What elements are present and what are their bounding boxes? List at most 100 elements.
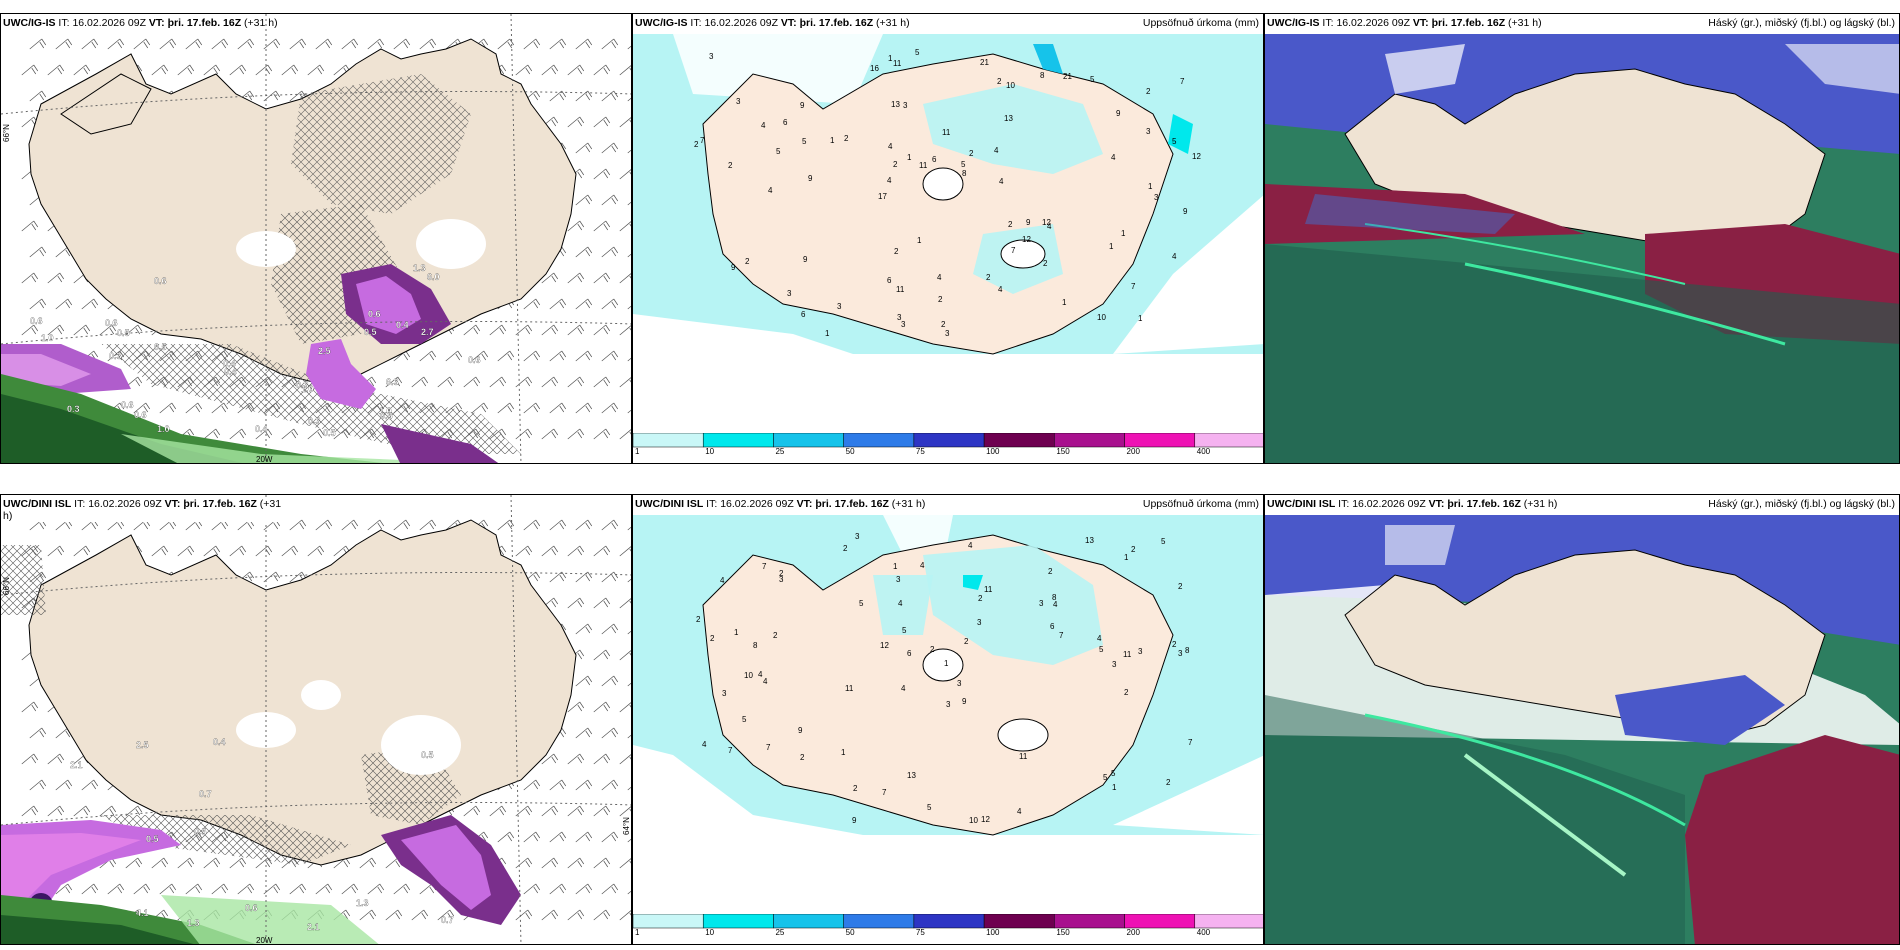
wind-barb	[133, 883, 151, 895]
wind-value-label: 0.4	[223, 359, 236, 369]
wind-barb	[593, 168, 611, 180]
colorbar-swatch	[1124, 433, 1196, 448]
wind-value-label: 2.5	[318, 346, 331, 356]
wind-barb	[515, 545, 533, 557]
wind-barb	[593, 116, 611, 128]
wind-barb	[341, 519, 359, 531]
wind-barb	[203, 545, 221, 557]
wind-barb	[619, 377, 631, 388]
wind-barb	[593, 701, 611, 713]
wind-barb	[627, 786, 631, 791]
colorbar-swatch	[633, 433, 704, 448]
precip-value-label: 2	[843, 544, 848, 553]
wind-value-label: 0.6	[134, 410, 147, 420]
precip-value-label: 4	[1097, 634, 1102, 643]
precip-value-label: 11	[1123, 650, 1132, 659]
wind-barb	[515, 64, 533, 76]
precip-value-label: 5	[1111, 769, 1116, 778]
wind-barb	[619, 650, 631, 661]
colorbar-tick-label: 1	[635, 447, 640, 455]
wind-barb	[99, 324, 117, 336]
wind-barb	[549, 883, 567, 895]
precip-value-label: 4	[901, 684, 906, 693]
colorbar-swatch	[983, 914, 1055, 929]
colorbar-tick-label: 200	[1127, 928, 1141, 936]
precip-value-label: 5	[1172, 137, 1177, 146]
colorbar-tick-label: 100	[986, 928, 1000, 936]
precip-value-label: 8	[1052, 593, 1057, 602]
precip-value-label: 3	[945, 329, 950, 338]
map-panel-precip-dini: UWC/DINI ISL IT: 16.02.2026 09Z VT: þri.…	[632, 494, 1264, 945]
precip-value-label: 9	[1116, 109, 1121, 118]
wind-barb	[289, 38, 307, 50]
wind-barb	[523, 350, 541, 362]
precip-value-label: 6	[801, 310, 806, 319]
wind-barb	[29, 779, 47, 791]
wind-barb	[21, 220, 39, 232]
wind-barb	[133, 38, 151, 50]
wind-barb	[523, 402, 541, 414]
precip-value-label: 2	[1124, 688, 1129, 697]
precip-value-label: 2	[986, 273, 991, 282]
wind-value-label: 1.3	[356, 898, 369, 908]
wind-barb	[601, 298, 619, 310]
precip-value-label: 12	[1022, 235, 1031, 244]
precip-value-label: 7	[728, 746, 733, 755]
wind-barb	[627, 838, 631, 843]
wind-barb	[523, 779, 541, 791]
precip-value-label: 3	[1138, 647, 1143, 656]
wind-value-label: 1.3	[413, 263, 426, 273]
wind-barb	[47, 64, 65, 76]
wind-barb	[619, 221, 631, 232]
colorbar-swatch	[1054, 433, 1125, 448]
precip-value-label: 3	[1039, 599, 1044, 608]
panel-title-right: Háský (gr.), miðský (fj.bl.) og lágský (…	[1708, 17, 1895, 29]
precip-value-label: 3	[779, 575, 784, 584]
precip-value-label: 5	[859, 599, 864, 608]
wind-barb	[541, 805, 559, 817]
wind-barb	[575, 571, 593, 583]
precip-value-label: 11	[1019, 752, 1028, 761]
precip-value-label: 10	[744, 671, 753, 680]
wind-barb	[133, 402, 151, 414]
wind-value-label: 0.4	[396, 320, 409, 330]
wind-barb	[81, 38, 99, 50]
wind-barb	[549, 779, 567, 791]
precip-value-label: 1	[893, 562, 898, 571]
precip-value-label: 1	[1109, 242, 1114, 251]
precip-value-label: 1	[888, 54, 893, 63]
precip-value-label: 3	[957, 679, 962, 688]
precip-value-label: 2	[1178, 582, 1183, 591]
wind-value-label: 0.6	[468, 355, 481, 365]
precip-value-label: 2	[964, 637, 969, 646]
wind-barb	[593, 649, 611, 661]
wind-barb	[211, 883, 229, 895]
panel-header: UWC/IG-IS IT: 16.02.2026 09Z VT: þri. 17…	[1267, 17, 1542, 29]
lon-label-20: 20W	[256, 455, 273, 464]
wind-barb	[237, 883, 255, 895]
colorbar-swatch	[843, 433, 915, 448]
wind-barb	[575, 90, 593, 102]
wind-barb	[593, 376, 611, 388]
wind-value-label: 2.5	[136, 740, 149, 750]
precip-value-label: 1	[907, 153, 912, 162]
wind-barb	[627, 578, 631, 583]
wind-value-label: 0.5	[323, 428, 336, 438]
wind-barb	[601, 246, 619, 258]
wind-barb	[159, 38, 177, 50]
precip-value-label: 4	[937, 273, 942, 282]
wind-barb	[619, 429, 631, 440]
wind-barb	[211, 38, 229, 50]
wind-barb	[497, 519, 515, 531]
wind-barb	[627, 890, 631, 895]
wind-value-label: 1.0	[301, 384, 314, 394]
wind-barb	[107, 38, 125, 50]
precip-value-label: 4	[998, 285, 1003, 294]
panel-title-right: Uppsöfnuð úrkoma (mm)	[1142, 17, 1259, 29]
precip-value-label: 8	[962, 169, 967, 178]
precip-value-label: 5	[1103, 773, 1108, 782]
wind-value-label: 0.6	[121, 400, 134, 410]
precip-value-label: 4	[999, 177, 1004, 186]
wind-barb	[47, 753, 65, 765]
precip-value-label: 2	[894, 247, 899, 256]
